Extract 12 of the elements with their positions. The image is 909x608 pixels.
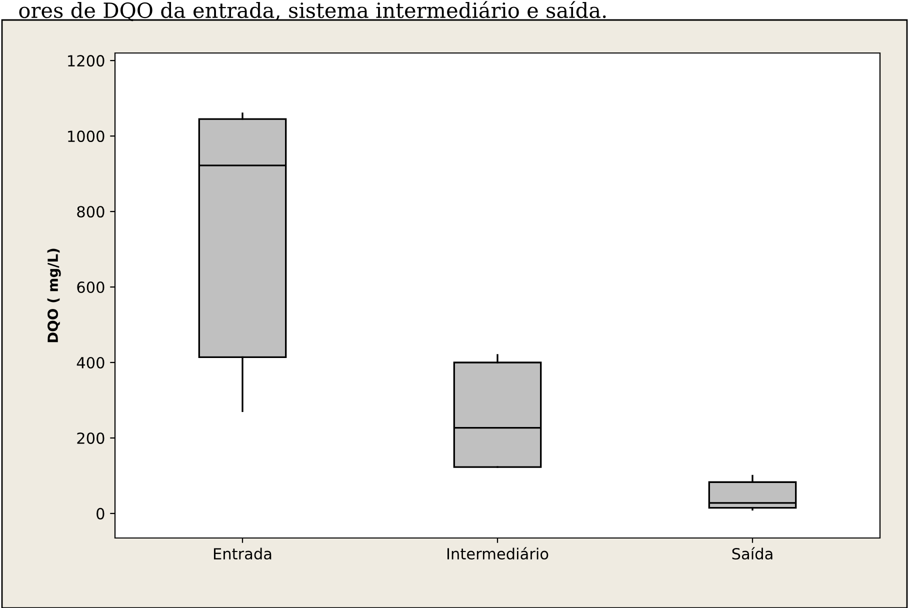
y-axis-title: DQO ( mg/L) <box>47 248 61 342</box>
y-tick-label: 400 <box>76 356 104 369</box>
x-tick-label: Saída <box>732 547 772 560</box>
x-tick-label: Intermediário <box>447 547 548 560</box>
y-tick-label: 1200 <box>68 55 104 67</box>
y-tick-label: 1000 <box>68 130 104 142</box>
y-tick-label: 200 <box>77 432 104 444</box>
x-tick-label: Entrada <box>214 548 272 560</box>
chart-title: ores de DQO da entrada, sistema intermediário e saída. <box>19 1 606 22</box>
y-tick-label: 600 <box>77 281 104 294</box>
y-tick-label: 0 <box>96 508 104 520</box>
y-tick-label: 800 <box>77 206 104 218</box>
